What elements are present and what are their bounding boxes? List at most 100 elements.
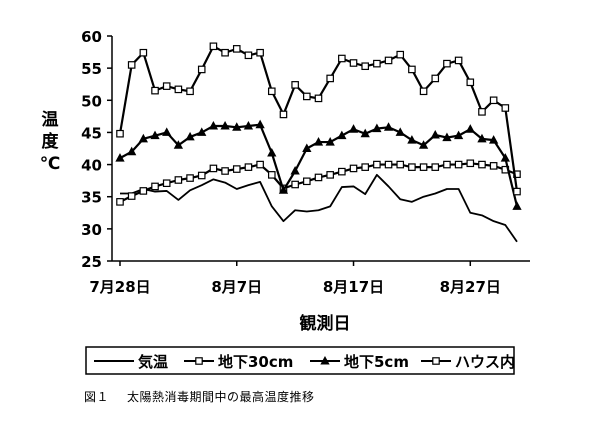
- y-axis-title: 温度℃: [40, 110, 61, 174]
- data-point-marker: [326, 171, 334, 179]
- data-point-marker: [302, 143, 312, 152]
- data-point-marker: [419, 87, 428, 96]
- data-point-marker: [162, 179, 171, 188]
- y-tick-label: 30: [81, 221, 102, 239]
- data-point-marker: [267, 147, 277, 157]
- data-point-marker: [197, 171, 206, 180]
- y-axis-title-char: ℃: [40, 154, 61, 174]
- data-point-marker: [174, 85, 183, 94]
- data-point-marker: [430, 129, 440, 139]
- data-point-marker: [338, 167, 346, 176]
- series-line: [118, 45, 519, 192]
- legend: 気温 地下30cm 地下5cm ハウス内: [94, 353, 515, 371]
- data-point-marker: [454, 56, 463, 65]
- series-地下30cm: [116, 159, 521, 206]
- data-point-marker: [232, 122, 242, 131]
- data-point-marker: [162, 82, 171, 90]
- data-point-marker: [431, 163, 440, 171]
- data-point-marker: [489, 96, 498, 105]
- data-point-marker: [383, 122, 394, 131]
- data-point-marker: [384, 56, 393, 65]
- data-point-marker: [361, 62, 370, 71]
- data-point-marker: [395, 127, 405, 136]
- data-point-marker: [186, 87, 194, 96]
- y-axis-title-char: 温: [42, 110, 59, 130]
- y-tick-label: 40: [81, 157, 102, 175]
- data-point-marker: [186, 174, 194, 182]
- data-point-marker: [151, 86, 159, 95]
- figure-number: 図１: [84, 390, 110, 404]
- data-point-marker: [195, 357, 203, 365]
- data-point-marker: [139, 48, 148, 57]
- series-気温: [120, 173, 518, 243]
- data-point-marker: [373, 160, 381, 169]
- x-tick-label: 8月7日: [211, 278, 262, 296]
- y-tick-label: 35: [81, 189, 102, 207]
- figure-caption-text: 太陽熱消毒期間中の最高温度推移: [127, 390, 315, 404]
- data-point-marker: [244, 51, 253, 60]
- data-point-marker: [396, 160, 405, 169]
- data-point-marker: [349, 164, 358, 173]
- data-point-marker: [185, 131, 195, 141]
- data-point-marker: [384, 160, 393, 169]
- data-point-marker: [313, 137, 324, 146]
- legend-entry: 気温: [94, 353, 168, 371]
- data-point-marker: [431, 74, 440, 83]
- x-tick-label: 7月28日: [89, 278, 150, 296]
- data-point-marker: [466, 159, 475, 168]
- data-point-marker: [138, 133, 148, 143]
- data-point-marker: [197, 127, 207, 136]
- legend-entry: 地下5cm: [310, 353, 409, 371]
- data-point-marker: [291, 180, 299, 189]
- x-axis-ticks: 7月28日 8月7日 8月17日 8月27日: [89, 261, 501, 296]
- series-line: [120, 173, 518, 243]
- data-point-marker: [150, 130, 160, 140]
- series-ハウス内: [116, 42, 521, 196]
- data-point-marker: [320, 355, 330, 365]
- data-point-marker: [443, 59, 451, 68]
- data-point-marker: [489, 162, 498, 170]
- data-point-marker: [349, 59, 358, 67]
- data-point-marker: [174, 176, 183, 184]
- data-point-marker: [372, 123, 382, 133]
- data-point-marker: [407, 135, 417, 144]
- data-point-marker: [115, 153, 125, 162]
- data-point-marker: [501, 104, 510, 112]
- legend-label: 地下30cm: [218, 353, 293, 371]
- y-axis-ticks: 25 30 35 40 45 50 55 60: [81, 28, 112, 271]
- y-axis-title-char: 度: [42, 131, 60, 152]
- data-point-marker: [477, 133, 487, 143]
- data-point-marker: [267, 87, 276, 96]
- data-point-marker: [127, 192, 136, 200]
- data-point-marker: [255, 119, 265, 129]
- series-地下5cm: [115, 119, 522, 210]
- data-point-marker: [278, 185, 289, 194]
- data-point-marker: [419, 163, 428, 171]
- data-point-marker: [466, 78, 475, 87]
- y-tick-label: 60: [81, 28, 102, 46]
- data-point-marker: [197, 65, 206, 74]
- data-point-marker: [512, 201, 522, 210]
- legend-label: 地下5cm: [344, 353, 409, 371]
- data-point-marker: [220, 120, 230, 130]
- data-point-marker: [443, 160, 451, 169]
- data-point-marker: [151, 182, 159, 191]
- data-point-marker: [256, 160, 264, 169]
- x-tick-label: 8月17日: [323, 278, 384, 296]
- data-point-marker: [418, 140, 429, 149]
- data-point-marker: [303, 92, 311, 101]
- data-point-marker: [127, 61, 136, 69]
- data-point-marker: [314, 94, 323, 103]
- x-axis-title: 観測日: [300, 313, 351, 334]
- data-point-marker: [209, 42, 218, 51]
- data-point-marker: [243, 120, 254, 130]
- data-point-marker: [232, 45, 241, 53]
- data-point-marker: [338, 54, 346, 63]
- data-point-marker: [116, 129, 124, 138]
- y-tick-label: 45: [81, 124, 102, 142]
- data-point-marker: [256, 48, 264, 57]
- data-point-marker: [396, 50, 405, 59]
- data-point-marker: [221, 167, 229, 175]
- data-point-marker: [267, 171, 276, 179]
- data-point-marker: [408, 163, 416, 171]
